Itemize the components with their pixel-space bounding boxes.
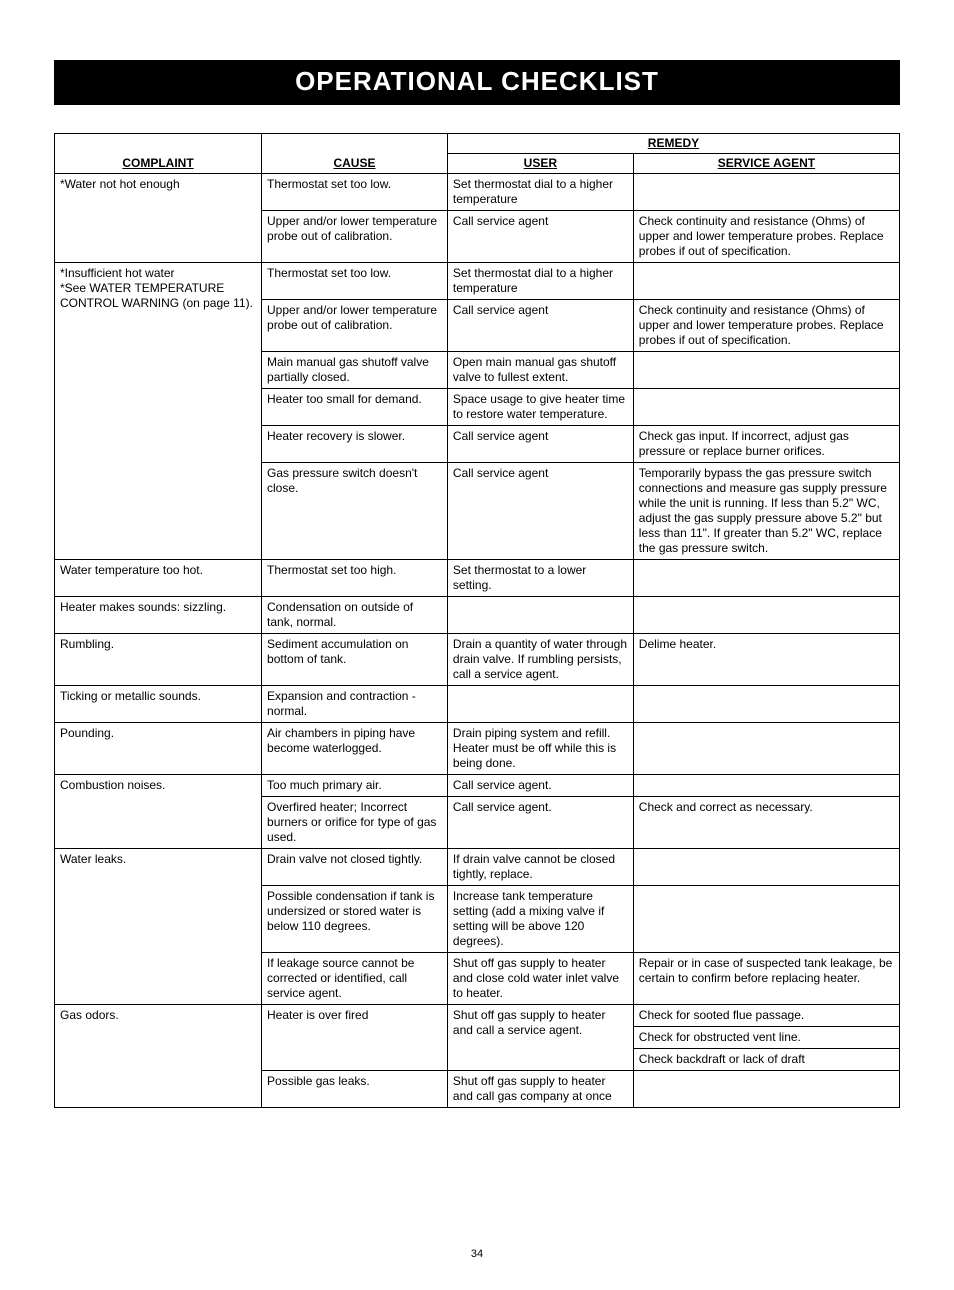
table-row: *Water not hot enough Thermostat set too… — [55, 174, 900, 211]
cell-user: Set thermostat to a lower setting. — [447, 560, 633, 597]
cell-agent — [633, 263, 899, 300]
page-number: 34 — [54, 1248, 900, 1260]
cell-user: Drain piping system and refill. Heater m… — [447, 723, 633, 775]
cell-user: Call service agent — [447, 211, 633, 263]
table-row: Water temperature too hot. Thermostat se… — [55, 560, 900, 597]
cell-complaint: Gas odors. — [55, 1005, 262, 1108]
cell-agent — [633, 389, 899, 426]
cell-user: Set thermostat dial to a higher temperat… — [447, 263, 633, 300]
cell-agent — [633, 723, 899, 775]
col-remedy: REMEDY — [447, 134, 899, 154]
checklist-table: COMPLAINT CAUSE REMEDY USER SERVICE AGEN… — [54, 133, 900, 1108]
cell-agent — [633, 886, 899, 953]
cell-agent — [633, 174, 899, 211]
cell-cause: Heater too small for demand. — [262, 389, 448, 426]
cell-cause: Thermostat set too low. — [262, 174, 448, 211]
cell-user: Call service agent. — [447, 797, 633, 849]
cell-agent: Check backdraft or lack of draft — [633, 1049, 899, 1071]
table-row: Heater makes sounds: sizzling. Condensat… — [55, 597, 900, 634]
table-row: Gas odors. Heater is over fired Shut off… — [55, 1005, 900, 1027]
cell-complaint: Pounding. — [55, 723, 262, 775]
cell-agent — [633, 352, 899, 389]
cell-agent: Check for obstructed vent line. — [633, 1027, 899, 1049]
cell-user — [447, 686, 633, 723]
col-user: USER — [447, 154, 633, 174]
cell-user: Call service agent — [447, 426, 633, 463]
cell-agent: Check gas input. If incorrect, adjust ga… — [633, 426, 899, 463]
cell-cause: Possible condensation if tank is undersi… — [262, 886, 448, 953]
cell-complaint: Ticking or metallic sounds. — [55, 686, 262, 723]
cell-agent: Check continuity and resistance (Ohms) o… — [633, 300, 899, 352]
cell-user: Space usage to give heater time to resto… — [447, 389, 633, 426]
cell-user: Open main manual gas shutoff valve to fu… — [447, 352, 633, 389]
cell-agent — [633, 775, 899, 797]
cell-cause: Drain valve not closed tightly. — [262, 849, 448, 886]
cell-agent: Check continuity and resistance (Ohms) o… — [633, 211, 899, 263]
cell-complaint: *Insufficient hot water *See WATER TEMPE… — [55, 263, 262, 560]
cell-cause: Too much primary air. — [262, 775, 448, 797]
cell-complaint: Water leaks. — [55, 849, 262, 1005]
cell-agent — [633, 1071, 899, 1108]
cell-cause: Air chambers in piping have become water… — [262, 723, 448, 775]
cell-cause: Thermostat set too high. — [262, 560, 448, 597]
table-row: Rumbling. Sediment accumulation on botto… — [55, 634, 900, 686]
cell-complaint: *Water not hot enough — [55, 174, 262, 263]
cell-cause: Upper and/or lower temperature probe out… — [262, 211, 448, 263]
cell-agent — [633, 849, 899, 886]
cell-cause: Upper and/or lower temperature probe out… — [262, 300, 448, 352]
cell-cause: Heater recovery is slower. — [262, 426, 448, 463]
cell-cause: Main manual gas shutoff valve partially … — [262, 352, 448, 389]
table-row: *Insufficient hot water *See WATER TEMPE… — [55, 263, 900, 300]
cell-complaint: Water temperature too hot. — [55, 560, 262, 597]
cell-cause: Heater is over fired — [262, 1005, 448, 1071]
cell-agent: Check and correct as necessary. — [633, 797, 899, 849]
cell-user: If drain valve cannot be closed tightly,… — [447, 849, 633, 886]
col-complaint: COMPLAINT — [55, 134, 262, 174]
cell-user: Call service agent. — [447, 775, 633, 797]
cell-complaint: Combustion noises. — [55, 775, 262, 849]
cell-agent — [633, 597, 899, 634]
cell-cause: Overfired heater; Incorrect burners or o… — [262, 797, 448, 849]
col-cause: CAUSE — [262, 134, 448, 174]
cell-user: Call service agent — [447, 300, 633, 352]
table-row: Pounding. Air chambers in piping have be… — [55, 723, 900, 775]
cell-complaint: Rumbling. — [55, 634, 262, 686]
cell-cause: Condensation on outside of tank, normal. — [262, 597, 448, 634]
table-row: Ticking or metallic sounds. Expansion an… — [55, 686, 900, 723]
cell-cause: If leakage source cannot be corrected or… — [262, 953, 448, 1005]
cell-user: Increase tank temperature setting (add a… — [447, 886, 633, 953]
cell-user: Shut off gas supply to heater and call a… — [447, 1005, 633, 1071]
cell-agent: Delime heater. — [633, 634, 899, 686]
cell-user — [447, 597, 633, 634]
cell-agent — [633, 560, 899, 597]
cell-user: Shut off gas supply to heater and close … — [447, 953, 633, 1005]
cell-agent — [633, 686, 899, 723]
document-page: OPERATIONAL CHECKLIST COMPLAINT CAUSE RE… — [0, 0, 954, 1290]
cell-user: Set thermostat dial to a higher temperat… — [447, 174, 633, 211]
col-service-agent: SERVICE AGENT — [633, 154, 899, 174]
cell-cause: Expansion and contraction - normal. — [262, 686, 448, 723]
table-row: Water leaks. Drain valve not closed tigh… — [55, 849, 900, 886]
cell-agent: Temporarily bypass the gas pressure swit… — [633, 463, 899, 560]
page-title: OPERATIONAL CHECKLIST — [54, 60, 900, 105]
cell-user: Shut off gas supply to heater and call g… — [447, 1071, 633, 1108]
table-header-row: COMPLAINT CAUSE REMEDY — [55, 134, 900, 154]
cell-agent: Check for sooted flue passage. — [633, 1005, 899, 1027]
cell-cause: Thermostat set too low. — [262, 263, 448, 300]
cell-cause: Sediment accumulation on bottom of tank. — [262, 634, 448, 686]
cell-cause: Possible gas leaks. — [262, 1071, 448, 1108]
cell-user: Call service agent — [447, 463, 633, 560]
cell-cause: Gas pressure switch doesn't close. — [262, 463, 448, 560]
cell-complaint: Heater makes sounds: sizzling. — [55, 597, 262, 634]
table-row: Combustion noises. Too much primary air.… — [55, 775, 900, 797]
cell-user: Drain a quantity of water through drain … — [447, 634, 633, 686]
cell-agent: Repair or in case of suspected tank leak… — [633, 953, 899, 1005]
